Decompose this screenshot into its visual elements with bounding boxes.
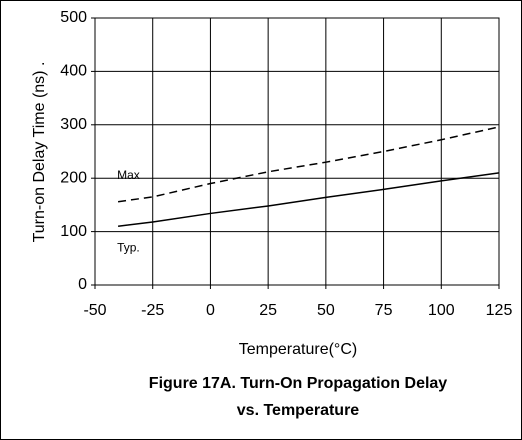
chart-title: vs. Temperature: [237, 402, 360, 419]
y-tick-label: 100: [60, 223, 87, 240]
x-tick-label: 0: [206, 302, 215, 319]
x-tick-label: -50: [83, 302, 106, 319]
y-tick-label: 0: [78, 276, 87, 293]
chart-title: Figure 17A. Turn-On Propagation Delay: [149, 375, 448, 392]
plot-area: [94, 17, 500, 286]
y-tick-label: 200: [60, 169, 87, 186]
x-tick-label: 75: [375, 302, 393, 319]
x-tick-label: -25: [141, 302, 164, 319]
y-axis-label: Turn-on Delay Time (ns) .: [31, 62, 48, 243]
x-tick-label: 50: [317, 302, 335, 319]
y-tick-label: 500: [60, 9, 87, 26]
x-axis-label: Temperature(°C): [239, 341, 357, 358]
series-line: [117, 172, 500, 228]
x-tick-label: 25: [259, 302, 277, 319]
x-tick-label: 100: [428, 302, 455, 319]
x-tick-label: 125: [486, 302, 513, 319]
y-tick-label: 300: [60, 116, 87, 133]
series-line: [117, 126, 500, 203]
series-label: Typ.: [117, 240, 140, 254]
y-tick-label: 400: [60, 63, 87, 80]
series-label: Max: [117, 168, 140, 182]
